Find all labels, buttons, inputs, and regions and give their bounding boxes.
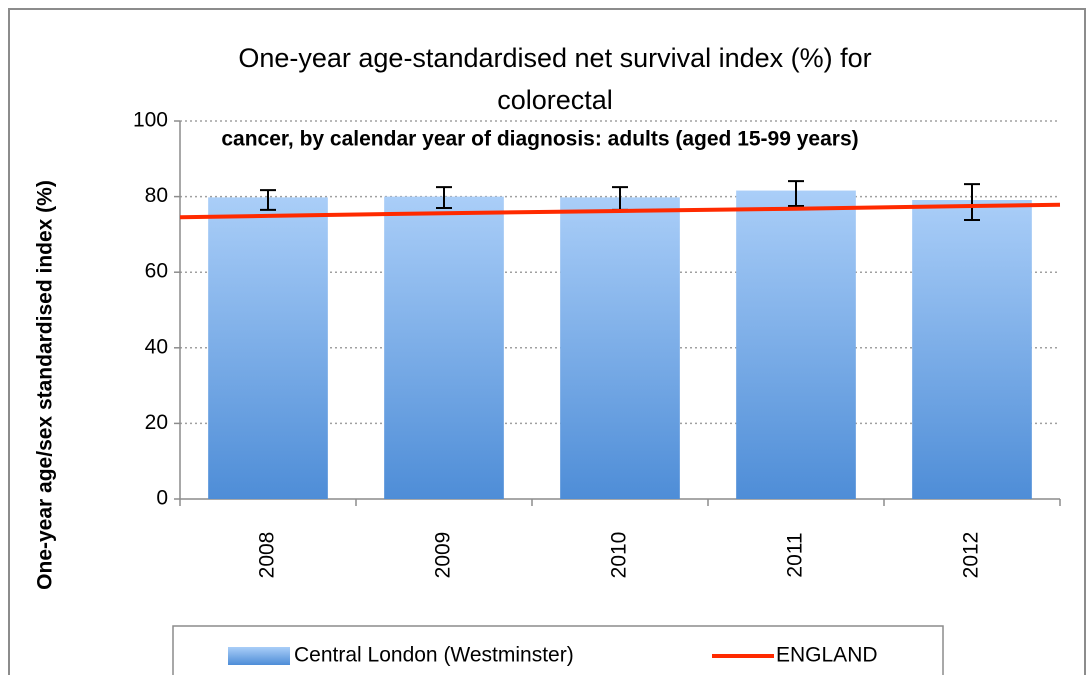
- error-bar: [260, 189, 276, 211]
- bar: [384, 196, 504, 499]
- chart-subtitle: cancer, by calendar year of diagnosis: a…: [221, 128, 858, 151]
- error-bar: [436, 186, 452, 209]
- line-extension: [179, 202, 1061, 220]
- line: [267, 204, 973, 218]
- bar: [208, 197, 328, 499]
- y-axis-label: One-year age/sex standardised index (%): [34, 180, 57, 590]
- x-tick-label: 2012: [960, 532, 983, 579]
- chart-title: colorectal: [497, 85, 613, 115]
- x-tick-label: 2008: [256, 532, 279, 579]
- x-tick-label: 2010: [608, 532, 631, 579]
- y-tick-label: 80: [145, 184, 168, 207]
- x-tick-label: 2011: [784, 532, 807, 577]
- y-tick-label: 0: [156, 487, 168, 510]
- title: One-year age-standardised net survival i…: [238, 43, 871, 115]
- x-tick-label: 2009: [432, 532, 455, 579]
- chart-title: One-year age-standardised net survival i…: [238, 43, 871, 73]
- y-tick-label: 100: [133, 109, 168, 132]
- legend-label: ENGLAND: [776, 644, 878, 667]
- bar: [560, 197, 680, 499]
- error-bar: [964, 183, 980, 222]
- error-bar: [788, 180, 804, 208]
- legend-swatch: [228, 647, 290, 665]
- bar: [912, 200, 1032, 499]
- legend-label: Central London (Westminster): [294, 644, 574, 667]
- y-tick-label: 40: [145, 335, 168, 358]
- y-tick-label: 60: [145, 260, 168, 283]
- y-tick-label: 20: [145, 411, 168, 434]
- bar: [736, 190, 856, 499]
